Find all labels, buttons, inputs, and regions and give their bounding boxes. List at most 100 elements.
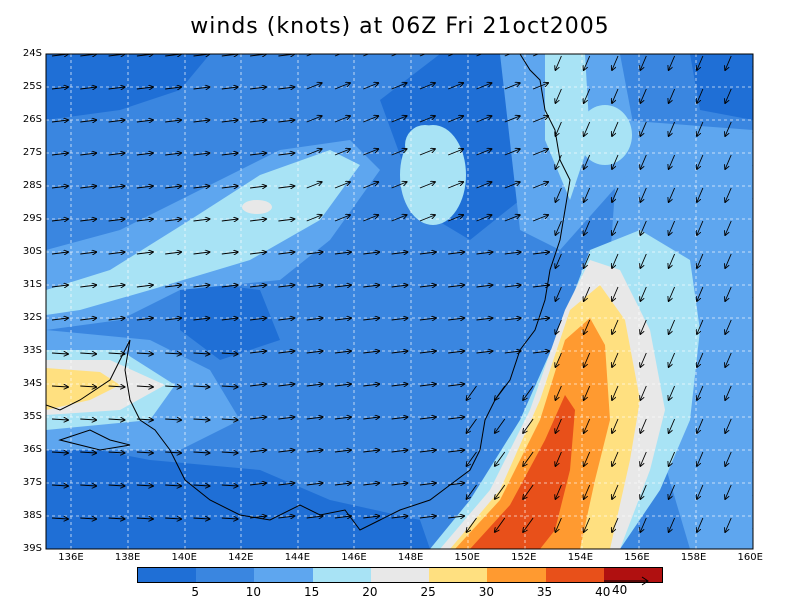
wind-arrow [306,516,323,518]
wind-arrow [250,318,266,320]
wind-arrow [448,182,463,189]
wind-arrow [584,319,591,334]
wind-arrow [504,252,521,254]
lon-tick-label: 142E [228,552,254,563]
wind-arrow [334,54,350,57]
wind-arrow [136,452,153,453]
wind-arrow [80,153,96,155]
wind-arrow [221,219,238,221]
lat-tick-label: 33S [22,345,42,356]
wind-arrow [306,351,323,353]
wind-arrow [363,215,378,222]
wind-arrow [363,417,379,419]
lon-tick-label: 150E [454,552,480,563]
wind-arrow [136,219,153,221]
wind-arrow [467,484,477,499]
wind-arrow [504,116,520,123]
wind-arrow [584,88,591,103]
wind-arrow [754,56,760,70]
wind-arrow [136,318,153,320]
wind-arrow [669,418,676,433]
wind-arrow [363,318,379,320]
wind-arrow [278,153,294,155]
plot-frame [45,53,754,550]
wind-arrow [669,253,676,268]
wind-arrow [555,418,562,433]
wind-arrow [669,187,676,202]
wind-arrow [250,285,266,287]
wind-arrow [584,286,591,301]
wind-arrow [334,285,351,287]
wind-arrow [250,384,266,386]
wind-arrow [108,353,125,354]
wind-arrow [584,55,591,70]
wind-arrow [476,285,493,287]
wind-arrow [108,318,125,320]
color-bar-segment [370,568,430,582]
wind-arrow [193,318,210,320]
lat-tick-label: 31S [22,279,42,290]
wind-arrow [612,55,619,70]
wind-arrow [221,485,238,486]
wind-arrow [193,153,210,155]
color-bar-segment [312,568,371,582]
wind-arrow [448,83,463,90]
wind-arrow [669,88,676,103]
wind-arrow [391,483,408,485]
wind-arrow [306,252,323,254]
wind-arrow [334,83,350,90]
wind-arrow [51,219,68,221]
lat-tick-label: 34S [22,378,42,389]
wind-arrow [80,186,96,188]
wind-arrow [363,483,379,485]
wind-arrow [669,286,676,301]
wind-arrow [532,83,548,90]
wind-arrow [725,154,732,169]
wind-arrow [165,452,181,453]
wind-arrow [754,287,760,301]
wind-arrow [108,87,125,89]
lon-tick-label: 144E [284,552,311,563]
wind-arrow [612,352,619,367]
wind-arrow [334,318,351,320]
wind-arrow [334,116,350,123]
wind-arrow [193,419,210,420]
wind-arrow [250,351,266,353]
wind-arrow [165,87,181,89]
color-bar-tick: 15 [304,585,320,599]
wind-arrow [306,318,323,320]
wind-arrow [391,384,408,386]
wind-arrow [697,88,704,103]
wind-arrow [363,285,379,287]
wind-arrow [250,219,266,221]
wind-arrow [612,187,619,202]
wind-arrow [612,253,619,268]
wind-arrow [193,252,210,254]
wind-arrow [697,352,704,367]
wind-arrow [697,154,704,169]
wind-arrow [250,252,266,254]
wind-arrow [532,215,548,222]
wind-arrow [108,186,125,188]
wind-arrow [669,121,676,136]
wind-arrow [419,285,436,287]
wind-arrow [80,285,96,287]
wind-arrow [419,516,436,518]
wind-arrow [278,384,294,386]
wind-arrow [725,451,732,466]
wind-arrow [584,220,591,235]
wind-arrow [584,418,591,433]
wind-arrow [136,518,153,519]
wind-arrow [419,483,436,485]
wind-arrow [584,484,591,499]
wind-arrow [754,221,760,235]
lat-tick-label: 37S [22,477,42,488]
wind-arrow [640,88,647,103]
wind-arrow [612,286,619,301]
color-bar-tick: 10 [245,585,262,599]
wind-arrow [165,120,181,122]
wind-arrow [363,516,379,518]
wind-arrow [612,121,619,136]
wind-arrow [467,418,477,433]
